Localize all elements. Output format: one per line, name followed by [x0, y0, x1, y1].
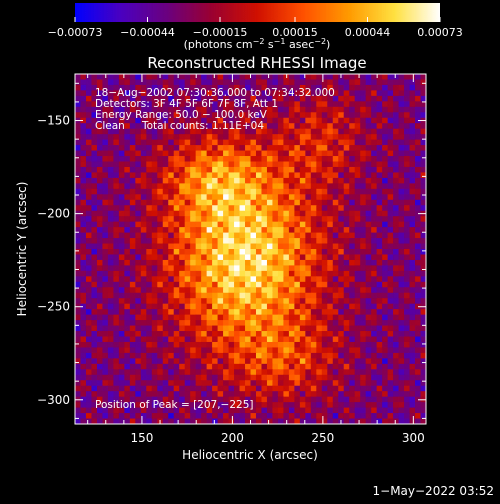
annotation-time: 18−Aug−2002 07:30:36.000 to 07:34:32.000	[95, 87, 335, 99]
annotation-energy: Energy Range: 50.0 − 100.0 keV	[95, 109, 268, 121]
heatmap-image	[75, 74, 426, 424]
chart-title: Reconstructed RHESSI Image	[147, 54, 366, 72]
colorbar	[75, 3, 440, 22]
colorbar-tick-label: −0.00015	[193, 26, 248, 39]
x-tick-label: 200	[221, 431, 244, 445]
annotation-clean: Clean	[95, 120, 125, 132]
colorbar-tick-label: 0.00044	[345, 26, 391, 39]
colorbar-tick-label: 0.00073	[417, 26, 463, 39]
y-tick-label: −150	[37, 114, 70, 128]
annotation-total-counts: Total counts: 1.11E+04	[141, 120, 264, 132]
y-tick-label: −200	[37, 207, 70, 221]
colorbar-tick-label: −0.00044	[120, 26, 175, 39]
x-tick-label: 250	[311, 431, 334, 445]
x-axis-label: Heliocentric X (arcsec)	[182, 448, 318, 462]
x-tick-label: 300	[402, 431, 425, 445]
axis-ticks: 150 200 250 300 −150 −200 −250 −300	[37, 74, 426, 445]
annotation-detectors: Detectors: 3F 4F 5F 6F 7F 8F, Att 1	[95, 98, 278, 110]
colorbar-tick-label: −0.00073	[48, 26, 103, 39]
y-axis-label: Heliocentric Y (arcsec)	[15, 182, 29, 317]
timestamp: 1−May−2022 03:52	[373, 484, 495, 498]
colorbar-ticks: −0.00073 −0.00044 −0.00015 0.00015 0.00044 0.…	[48, 17, 463, 39]
y-tick-label: −250	[37, 300, 70, 314]
colorbar-units: (photons cm−2 s−1 asec−2)	[184, 37, 331, 51]
x-tick-label: 150	[130, 431, 153, 445]
colorbar-tick-label: 0.00015	[272, 26, 318, 39]
annotation-peak: Position of Peak = [207,−225]	[95, 399, 254, 411]
y-tick-label: −300	[37, 393, 70, 407]
